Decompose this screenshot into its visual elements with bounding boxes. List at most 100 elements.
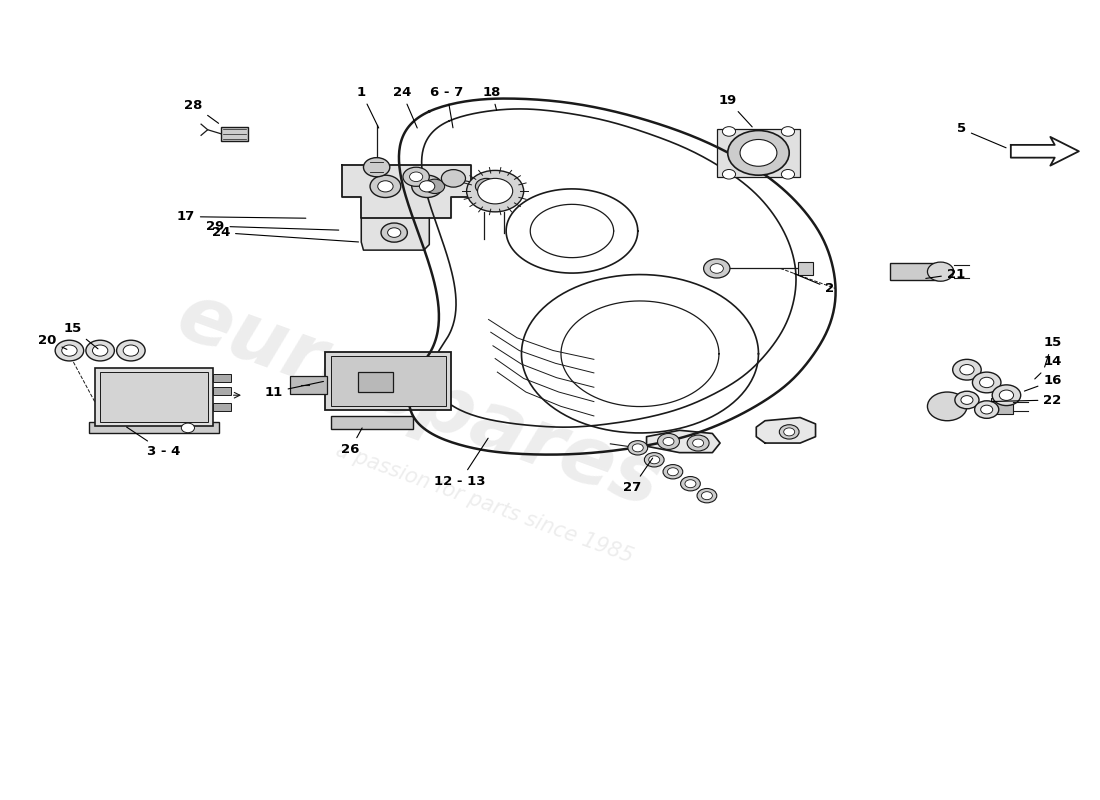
Circle shape (728, 130, 789, 175)
Circle shape (475, 178, 497, 194)
Bar (100, 372, 208, 422)
Text: 29: 29 (206, 220, 339, 233)
Circle shape (704, 259, 730, 278)
Text: 27: 27 (624, 458, 652, 494)
Bar (991, 398, 1013, 414)
Circle shape (425, 179, 444, 194)
Circle shape (363, 158, 389, 177)
Circle shape (663, 465, 683, 479)
Text: 3 - 4: 3 - 4 (126, 427, 180, 458)
Circle shape (697, 489, 717, 503)
Circle shape (980, 378, 993, 388)
Circle shape (711, 264, 724, 274)
Text: 18: 18 (483, 86, 500, 110)
Circle shape (55, 340, 84, 361)
Circle shape (953, 359, 981, 380)
Text: 15: 15 (64, 322, 98, 349)
Circle shape (411, 175, 442, 198)
Text: 28: 28 (184, 98, 219, 123)
Circle shape (628, 441, 648, 455)
Circle shape (658, 434, 680, 450)
Circle shape (381, 223, 407, 242)
Circle shape (419, 181, 435, 192)
Text: 12 - 13: 12 - 13 (434, 438, 488, 488)
Text: 14: 14 (1035, 355, 1062, 379)
Text: 26: 26 (341, 428, 362, 456)
Circle shape (955, 391, 979, 409)
Text: 5: 5 (957, 122, 1006, 148)
Circle shape (981, 405, 992, 414)
Polygon shape (1011, 137, 1079, 166)
Circle shape (961, 396, 974, 404)
Bar (89, 422, 219, 434)
Circle shape (370, 175, 400, 198)
Circle shape (409, 172, 422, 182)
Circle shape (781, 126, 794, 136)
Circle shape (685, 480, 696, 488)
Circle shape (723, 126, 736, 136)
Circle shape (377, 181, 393, 192)
Circle shape (477, 178, 513, 204)
Circle shape (992, 385, 1021, 406)
Text: 17: 17 (177, 210, 306, 223)
Bar (358, 372, 393, 392)
Polygon shape (341, 165, 471, 218)
Circle shape (927, 392, 967, 421)
Text: 24: 24 (393, 86, 417, 128)
Circle shape (92, 345, 108, 356)
Text: 6 - 7: 6 - 7 (430, 86, 463, 128)
Text: 11: 11 (264, 382, 323, 398)
Circle shape (86, 340, 114, 361)
Text: 16: 16 (1024, 374, 1062, 391)
Circle shape (723, 170, 736, 179)
Circle shape (649, 456, 660, 464)
Circle shape (783, 428, 794, 436)
Text: 21: 21 (926, 267, 965, 281)
Circle shape (779, 425, 799, 439)
Circle shape (441, 170, 465, 187)
Circle shape (702, 492, 713, 500)
Circle shape (403, 167, 429, 186)
Circle shape (975, 401, 999, 418)
Bar (331, 416, 412, 429)
Circle shape (999, 390, 1013, 400)
Text: 24: 24 (211, 226, 359, 242)
Circle shape (632, 444, 644, 452)
Text: a passion for parts since 1985: a passion for parts since 1985 (332, 440, 636, 567)
Bar (798, 262, 813, 275)
Polygon shape (757, 418, 815, 443)
Text: 2: 2 (794, 274, 835, 295)
Circle shape (972, 372, 1001, 393)
Polygon shape (647, 430, 720, 453)
Bar (717, 129, 800, 177)
Circle shape (182, 423, 195, 433)
Text: 22: 22 (992, 394, 1062, 406)
Text: 15: 15 (1044, 336, 1061, 367)
Bar (290, 376, 328, 394)
Bar (213, 374, 231, 382)
Circle shape (117, 340, 145, 361)
Text: 20: 20 (39, 334, 67, 350)
Circle shape (62, 345, 77, 356)
Circle shape (960, 365, 975, 375)
Polygon shape (361, 218, 429, 250)
Circle shape (663, 438, 674, 446)
Circle shape (681, 477, 701, 491)
Circle shape (645, 453, 664, 467)
Bar (331, 356, 446, 406)
Circle shape (688, 435, 710, 451)
Bar (890, 263, 940, 281)
Circle shape (740, 139, 777, 166)
Circle shape (668, 468, 679, 476)
Text: eurospares: eurospares (166, 276, 671, 524)
Circle shape (693, 439, 704, 447)
Circle shape (123, 345, 139, 356)
Bar (221, 126, 249, 141)
Bar (95, 368, 213, 426)
Circle shape (466, 170, 524, 212)
Circle shape (927, 262, 954, 282)
Circle shape (781, 170, 794, 179)
Circle shape (387, 228, 400, 238)
Text: 1: 1 (356, 86, 378, 128)
Text: 19: 19 (718, 94, 752, 127)
